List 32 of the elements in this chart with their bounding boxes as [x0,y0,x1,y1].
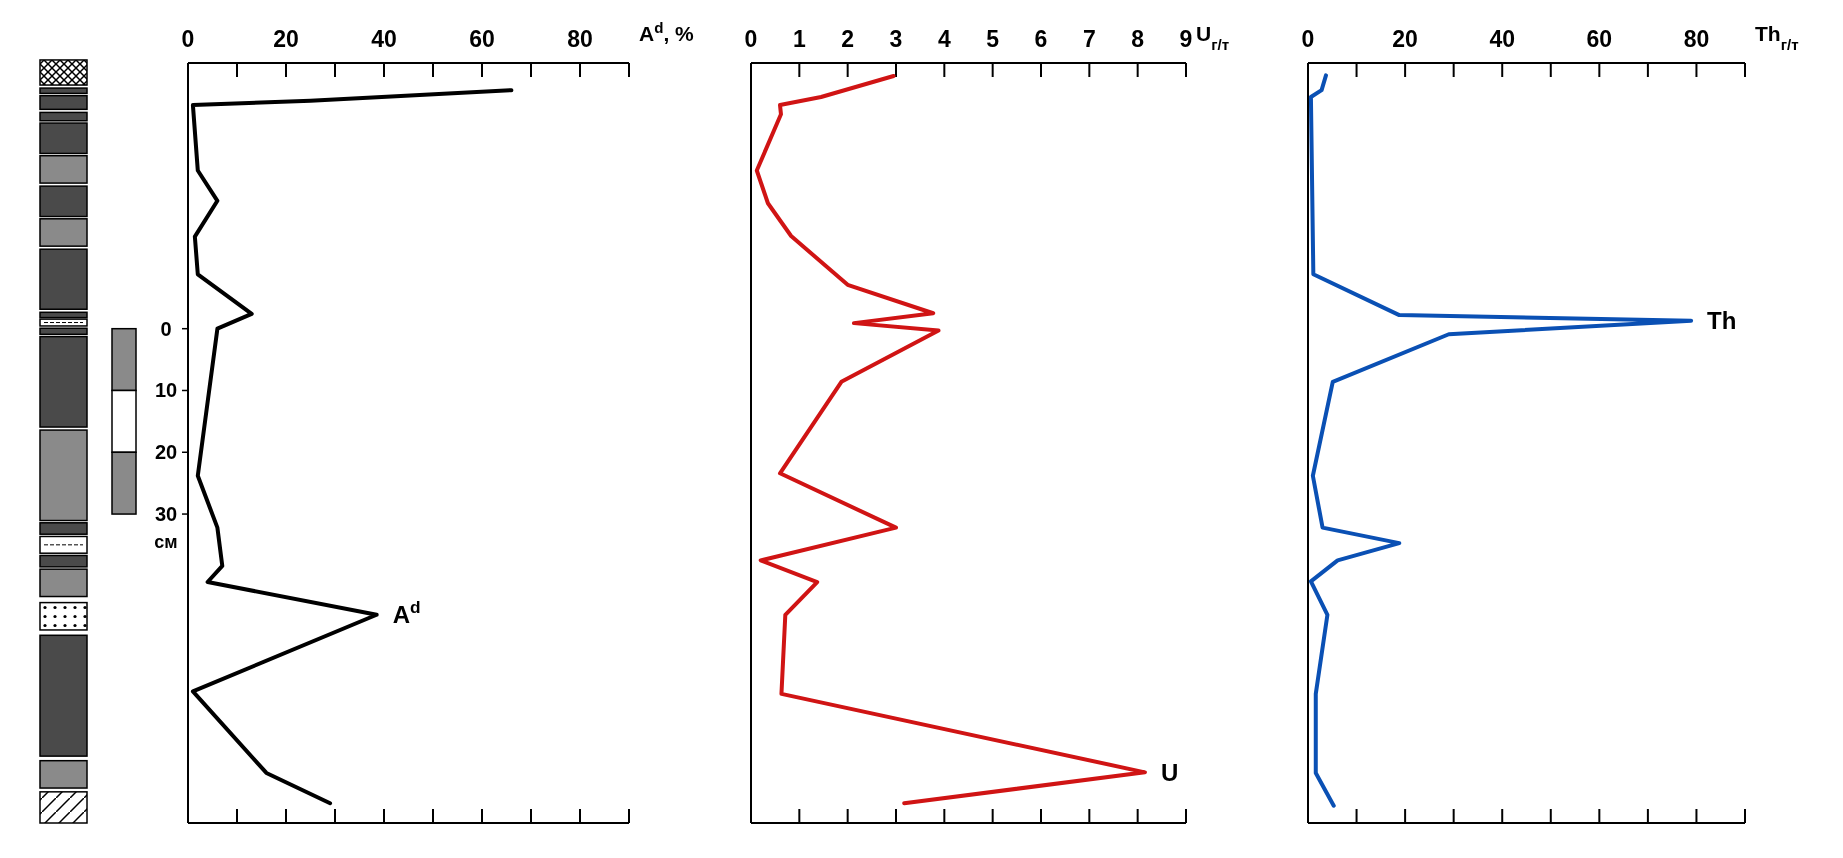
x-tick-label: 20 [1392,26,1418,52]
annotation: U [1160,758,1179,786]
x-tick-label: 60 [469,26,495,52]
x-axis-title: Th$_{г/т}$ [1755,22,1799,53]
x-tick-label: 0 [1301,26,1315,52]
x-tick-label: 0 [181,26,195,52]
x-tick-label: 1 [792,26,806,52]
x-tick-label: 60 [1586,26,1613,52]
x-tick-label: 3 [889,26,903,52]
y-axis-title: см [154,532,178,553]
y-tick-label: 10 [154,379,178,402]
x-tick-label: 6 [1034,26,1048,52]
x-tick-label: 20 [273,26,299,52]
y-tick-label: 0 [160,317,172,340]
y-tick-label: 30 [154,503,178,526]
x-tick-label: 4 [937,26,951,52]
x-tick-label: 40 [1489,26,1516,52]
x-tick-label: 5 [986,26,1000,52]
annotation: A$^{d}$ [392,597,421,629]
x-tick-label: 9 [1179,26,1193,52]
x-tick-label: 2 [841,26,855,52]
x-tick-label: 40 [371,26,397,52]
annotation: Th [1707,307,1737,335]
y-tick-label: 20 [154,441,178,464]
line-series [190,88,514,806]
x-tick-label: 80 [1683,26,1710,52]
x-tick-label: 7 [1082,26,1096,52]
x-tick-label: 0 [744,26,758,52]
x-axis-title: U$_{г/т}$ [1196,22,1230,53]
x-tick-label: 80 [567,26,593,52]
x-axis-title: A$^{d}$, % [639,18,695,45]
x-tick-label: 8 [1131,26,1145,52]
